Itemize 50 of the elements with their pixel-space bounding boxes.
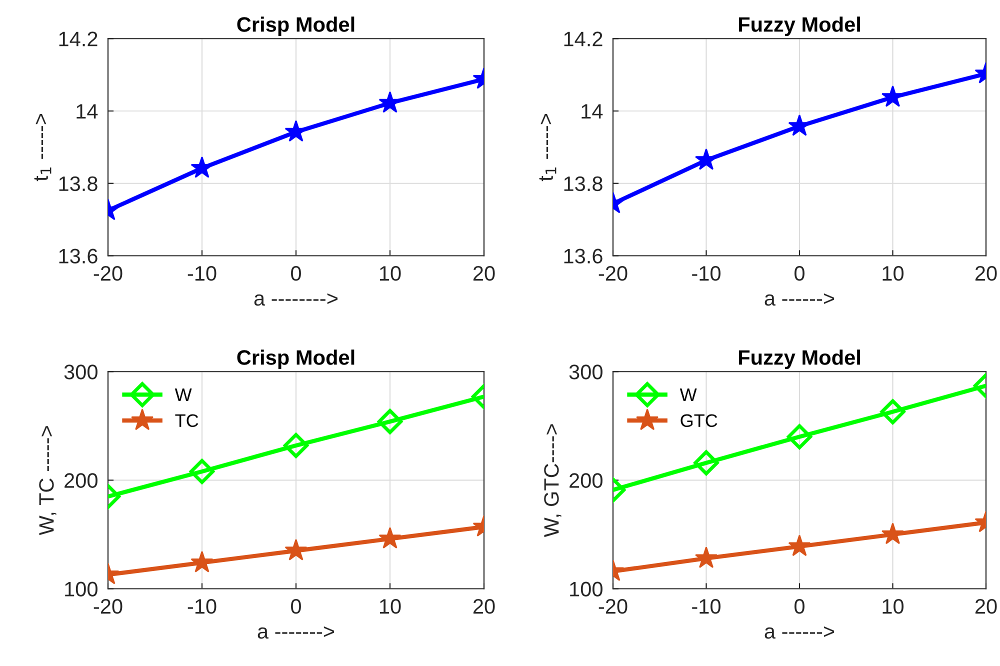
x-tick-label: 10: [882, 266, 904, 281]
chart-title: Fuzzy Model: [738, 16, 860, 36]
y-tick-label: 300: [569, 364, 602, 380]
y-tick-label: 13.6: [564, 248, 602, 264]
x-tick-label: 10: [380, 599, 401, 614]
y-tick-label: 14: [582, 104, 603, 119]
legend-label: TC: [175, 414, 198, 427]
x-axis-title: a ------>: [764, 626, 834, 639]
x-tick-label: 20: [975, 599, 997, 614]
chart-title: Crisp Model: [237, 350, 354, 370]
x-axis-title: a ------->: [258, 626, 334, 639]
x-axis-title: a -------->: [254, 293, 338, 306]
y-tick-label: 13.6: [59, 248, 98, 264]
x-tick-label: 20: [975, 266, 997, 281]
x-tick-label: 0: [291, 599, 301, 614]
legend-label: W: [680, 388, 697, 401]
x-tick-label: -20: [598, 599, 628, 614]
x-tick-label: -10: [692, 266, 720, 281]
x-tick-label: -10: [188, 266, 216, 281]
x-tick-label: 0: [794, 599, 804, 614]
x-tick-label: -10: [692, 599, 720, 614]
x-tick-label: -10: [188, 599, 216, 614]
chart-title: Crisp Model: [237, 16, 354, 36]
x-tick-label: 20: [473, 599, 495, 614]
y-tick-label: 14: [76, 104, 98, 119]
x-axis-title: a ------>: [764, 293, 834, 306]
x-tick-label: -20: [598, 266, 628, 281]
x-tick-label: 0: [291, 266, 301, 281]
y-tick-label: 14.2: [564, 32, 602, 46]
x-tick-label: 0: [794, 266, 804, 281]
legend-label: W: [174, 388, 192, 401]
x-tick-label: -20: [94, 599, 122, 614]
x-tick-label: -20: [94, 266, 122, 281]
x-tick-label: 10: [380, 266, 401, 281]
y-axis-title: t$_{1}$ ----->: [34, 114, 52, 182]
y-tick-label: 200: [570, 473, 602, 488]
y-axis-title: W, TC ----->: [39, 426, 56, 536]
y-tick-label: 200: [64, 473, 98, 488]
y-tick-label: 100: [65, 582, 98, 596]
y-axis-title: W, GTC---->: [544, 424, 562, 538]
y-tick-label: 100: [570, 582, 602, 596]
chart-title: Fuzzy Model: [738, 350, 860, 370]
y-tick-label: 13.8: [59, 176, 98, 192]
x-tick-label: 10: [882, 599, 904, 614]
y-tick-label: 14.2: [59, 32, 98, 46]
legend-label: GTC: [680, 414, 718, 427]
x-tick-label: 20: [473, 266, 495, 281]
y-tick-label: 13.8: [564, 176, 602, 192]
y-axis-title: t$_{1}$ ----->: [539, 114, 556, 182]
y-tick-label: 300: [64, 364, 98, 380]
